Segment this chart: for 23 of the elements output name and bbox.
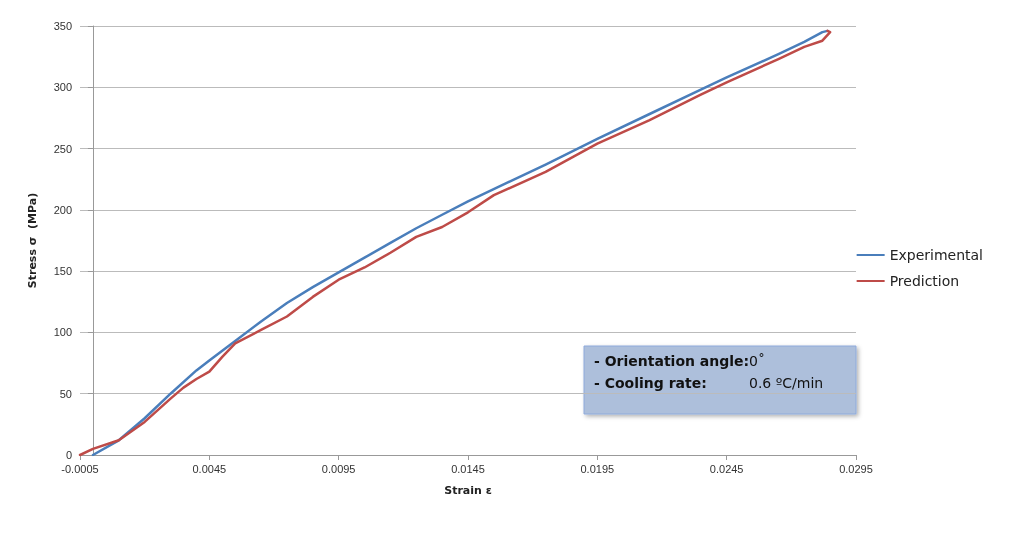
y-tick-label: 50: [59, 387, 72, 400]
legend-label: Experimental: [889, 247, 983, 263]
x-axis-title: Strain ε: [444, 484, 492, 497]
annotation: 0˚: [749, 353, 765, 369]
y-tick-label: 150: [53, 265, 72, 278]
y-tick-label: 100: [53, 326, 72, 339]
y-tick-label: 200: [53, 203, 72, 216]
x-tick-label: 0.0245: [709, 462, 744, 475]
y-tick-label: 250: [53, 142, 72, 155]
legend-label: Prediction: [889, 273, 960, 289]
x-tick-label: 0.0295: [839, 462, 873, 475]
x-tick-label: 0.0145: [451, 462, 485, 475]
y-tick-label: 0: [65, 449, 72, 461]
y-axis-title: Stress σ (MPa): [26, 192, 39, 289]
annotation: - Orientation angle:: [594, 353, 750, 369]
annotation: 0.6 ºC/min: [749, 375, 824, 391]
y-tick-label: 300: [53, 81, 72, 94]
x-tick-label: -0.0005: [61, 462, 99, 475]
x-tick-label: 0.0045: [192, 462, 227, 475]
x-tick-label: 0.0195: [580, 462, 615, 475]
annotation: - Cooling rate:: [594, 375, 707, 391]
x-tick-label: 0.0095: [321, 462, 356, 475]
y-tick-label: 350: [53, 20, 72, 32]
